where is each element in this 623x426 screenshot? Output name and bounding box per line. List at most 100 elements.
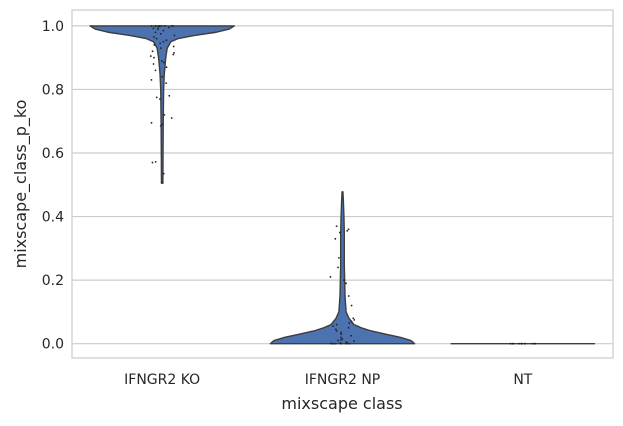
strip-point: [162, 29, 165, 32]
strip-point: [341, 338, 344, 340]
strip-point: [342, 279, 345, 282]
violin-body: [269, 191, 416, 345]
strip-point: [350, 304, 353, 307]
x-axis-label: mixscape class: [281, 394, 402, 413]
strip-point: [335, 330, 338, 332]
strip-point: [340, 331, 342, 334]
strip-point: [168, 26, 170, 29]
strip-point: [512, 342, 515, 345]
strip-point: [154, 24, 157, 27]
strip-point: [509, 342, 512, 345]
strip-point: [149, 55, 152, 57]
strip-point: [334, 328, 337, 331]
strip-point: [152, 27, 155, 30]
strip-point: [154, 31, 157, 34]
strip-point: [154, 69, 157, 72]
y-tick-label: 0.4: [42, 210, 64, 226]
x-tick-label: NT: [513, 372, 532, 388]
strip-point: [352, 317, 355, 320]
strip-point: [163, 24, 166, 27]
strip-point: [534, 342, 537, 345]
strip-point: [161, 181, 163, 184]
strip-point: [524, 342, 526, 345]
strip-point: [334, 237, 337, 240]
strip-point: [162, 172, 165, 175]
strip-point: [339, 342, 342, 344]
x-tick-label: IFNGR2 NP: [305, 372, 381, 388]
strip-point: [154, 161, 157, 163]
strip-point: [161, 75, 164, 78]
strip-point: [152, 36, 155, 38]
strip-point: [347, 295, 350, 297]
strip-point: [156, 28, 159, 30]
strip-point: [159, 98, 161, 100]
strip-point: [335, 323, 338, 326]
strip-point: [158, 24, 161, 27]
strip-point: [330, 342, 332, 345]
strip-point: [159, 47, 162, 50]
strip-point: [163, 113, 166, 116]
strip-point: [155, 96, 158, 99]
strip-point: [332, 325, 335, 328]
strip-point: [338, 231, 341, 234]
strip-point: [161, 123, 164, 126]
strip-point: [337, 266, 339, 269]
strip-point: [159, 32, 162, 35]
strip-point: [521, 342, 523, 345]
y-tick-label: 0.0: [42, 337, 64, 353]
strip-point: [340, 338, 342, 341]
strip-point: [334, 342, 337, 345]
x-tick-label: IFNGR2 KO: [124, 372, 200, 388]
strip-point: [346, 229, 349, 232]
strip-point: [329, 276, 332, 278]
y-tick-label: 0.6: [42, 146, 64, 162]
strip-point: [165, 39, 168, 42]
strip-point: [165, 66, 168, 69]
strip-point: [335, 225, 338, 228]
strip-point: [345, 341, 348, 344]
strip-point: [160, 59, 163, 62]
y-ticks: 0.0 0.2 0.4 0.6 0.8 1.0: [42, 19, 64, 353]
strip-point: [340, 336, 342, 339]
strip-point: [151, 50, 154, 53]
strip-point: [162, 61, 165, 64]
strip-point: [153, 56, 155, 59]
strip-point: [153, 44, 156, 46]
strip-point: [165, 82, 168, 84]
strip-point: [170, 24, 173, 27]
strip-point: [151, 161, 154, 164]
strip-point: [162, 40, 165, 43]
strip-point: [348, 342, 350, 345]
y-tick-label: 1.0: [42, 19, 64, 35]
strip-point: [531, 342, 534, 345]
strip-point: [170, 117, 173, 119]
strip-point: [150, 121, 153, 124]
strip-point: [340, 333, 343, 336]
violins: [89, 25, 595, 345]
strip-point: [152, 63, 155, 65]
violin-body: [89, 25, 235, 184]
strip-point: [350, 334, 352, 337]
strip-point: [159, 125, 162, 127]
strip-point: [345, 282, 347, 285]
plot-frame: [71, 9, 614, 359]
x-ticks: IFNGR2 KO IFNGR2 NP NT: [124, 372, 533, 388]
y-axis-label: mixscape_class_p_ko: [11, 100, 31, 269]
strip-point: [347, 228, 350, 231]
strip-point: [353, 340, 355, 343]
strip-point: [350, 320, 353, 323]
strip-point: [518, 342, 521, 345]
strip-point: [160, 24, 163, 27]
strip-point: [348, 322, 351, 324]
strip-points: [149, 24, 537, 345]
strip-point: [150, 24, 153, 27]
strip-point: [150, 79, 153, 81]
strip-point: [172, 53, 175, 56]
strip-point: [173, 34, 176, 37]
strip-point: [172, 45, 175, 48]
strip-point: [173, 52, 175, 54]
strip-point: [347, 326, 350, 329]
strip-point: [155, 37, 158, 40]
strip-point: [337, 339, 339, 342]
